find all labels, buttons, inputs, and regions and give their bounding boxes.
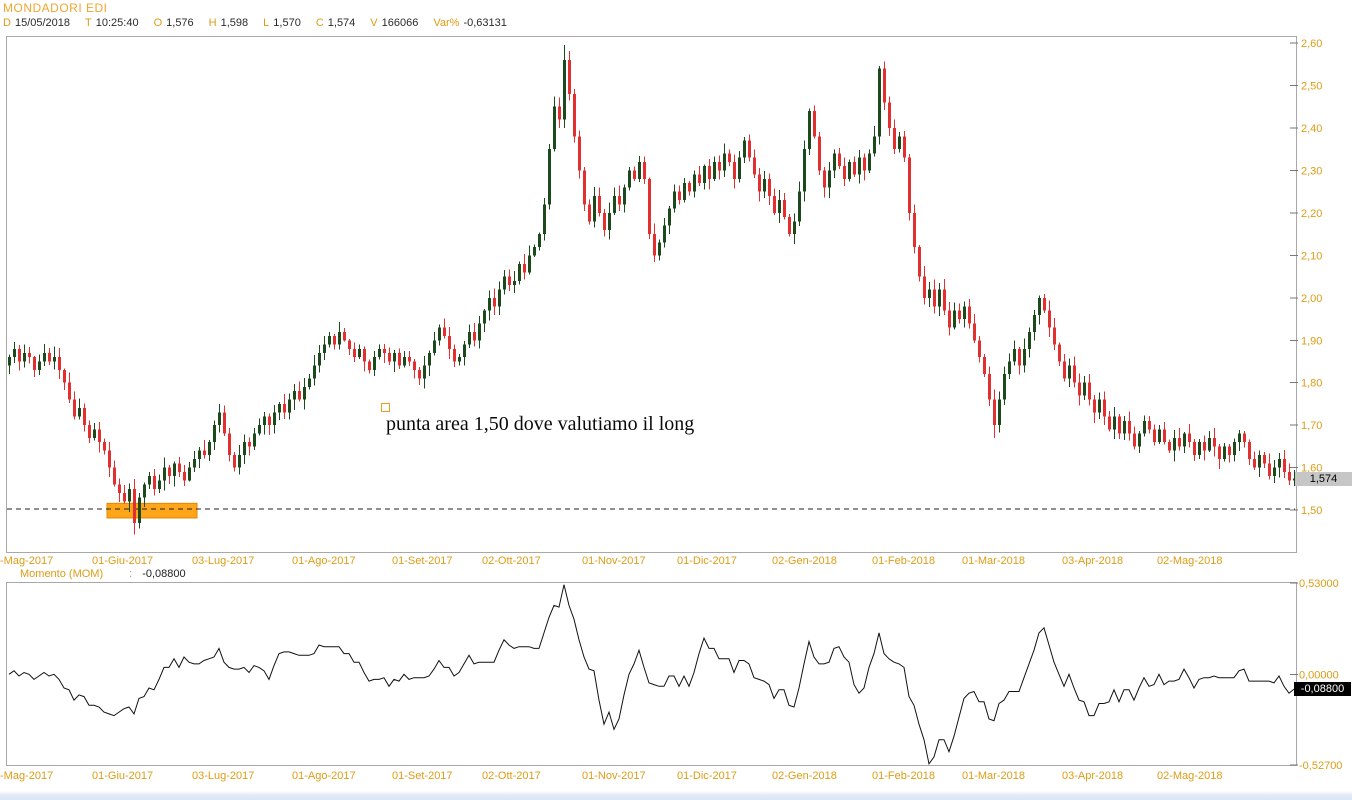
- momentum-axis-label: -0,52700: [1299, 760, 1342, 772]
- quote-high: H 1,598: [208, 17, 249, 29]
- price-axis-label: 2,00: [1301, 293, 1322, 305]
- support-area-highlight[interactable]: [106, 502, 198, 519]
- date-axis-label: 01-Giu-2017: [92, 770, 153, 782]
- momentum-line: [8, 584, 1295, 766]
- date-axis-label: 01-Dic-2017: [677, 555, 737, 567]
- date-axis-label: 01-Ago-2017: [292, 770, 356, 782]
- price-axis-label: 2,30: [1301, 165, 1322, 177]
- momentum-axis-label: 0,00000: [1299, 669, 1339, 681]
- price-axis-label: 1,60: [1301, 463, 1322, 475]
- price-axis-label: 1,70: [1301, 420, 1322, 432]
- date-axis-label: 01-Ago-2017: [292, 555, 356, 567]
- price-axis-label: 1,50: [1301, 505, 1322, 517]
- date-axis-label: 02-Ott-2017: [482, 770, 541, 782]
- candles-layer: [8, 45, 1296, 535]
- taskbar-edge: [0, 791, 1352, 800]
- last-price-marker: 1,574: [1295, 471, 1352, 486]
- momentum-current-value: -0,08800: [142, 568, 186, 580]
- quote-time: T 10:25:40: [85, 17, 139, 29]
- date-axis-label: 01-Giu-2017: [92, 555, 153, 567]
- price-axis-label: 2,20: [1301, 208, 1322, 220]
- quote-date: D 15/05/2018: [3, 17, 71, 29]
- quote-header: D 15/05/2018 T 10:25:40 O 1,576 H 1,598 L 1,5…: [3, 17, 507, 29]
- date-axis-label: 01-Feb-2018: [872, 770, 935, 782]
- date-axis-label: 02-Gen-2018: [772, 770, 837, 782]
- date-axis-label: 02-Mag-2018: [1157, 770, 1222, 782]
- annotation-square-icon[interactable]: [381, 403, 390, 413]
- date-axis-label: 01-Nov-2017: [582, 555, 646, 567]
- date-axis-label: 01-Mar-2018: [962, 555, 1025, 567]
- quote-volume: V 166066: [370, 17, 419, 29]
- date-axis-label: 03-Lug-2017: [192, 770, 254, 782]
- date-axis-label: 01-Nov-2017: [582, 770, 646, 782]
- momentum-panel-frame: [6, 582, 1297, 766]
- instrument-title: MONDADORI EDI: [3, 1, 108, 15]
- date-axis-label: 02-Gen-2018: [772, 555, 837, 567]
- price-axis-label: 1,90: [1301, 335, 1322, 347]
- date-axis-label: 01-Set-2017: [392, 555, 453, 567]
- quote-low: L 1,570: [263, 17, 301, 29]
- annotation-text[interactable]: punta area 1,50 dove valutiamo il long: [386, 413, 695, 436]
- price-axis-label: 2,40: [1301, 123, 1322, 135]
- price-axis-label: 2,60: [1301, 38, 1322, 50]
- date-axis-label: 01-Dic-2017: [677, 770, 737, 782]
- date-axis-label: 03-Apr-2018: [1062, 555, 1123, 567]
- quote-open: O 1,576: [153, 17, 194, 29]
- date-axis-label: 01-Set-2017: [392, 770, 453, 782]
- date-axis-label: -Mag-2017: [0, 770, 53, 782]
- quote-var-pct: Var% -0,63131: [433, 17, 507, 29]
- momentum-indicator-header: Momento (MOM): -0,08800: [20, 568, 186, 580]
- quote-close: C 1,574: [315, 17, 356, 29]
- date-axis-label: 02-Mag-2018: [1157, 555, 1222, 567]
- price-axis-label: 2,10: [1301, 250, 1322, 262]
- price-axis-label: 2,50: [1301, 80, 1322, 92]
- date-axis-label: 01-Feb-2018: [872, 555, 935, 567]
- date-axis-label: 03-Apr-2018: [1062, 770, 1123, 782]
- date-axis-label: 03-Lug-2017: [192, 555, 254, 567]
- momentum-value-marker: -0,08800: [1294, 682, 1351, 697]
- momentum-axis-label: 0,53000: [1299, 578, 1339, 590]
- price-axis-label: 1,80: [1301, 378, 1322, 390]
- date-axis-label: 01-Mar-2018: [962, 770, 1025, 782]
- date-axis-label: 02-Ott-2017: [482, 555, 541, 567]
- price-panel-frame: [6, 36, 1297, 553]
- date-axis-label: -Mag-2017: [0, 555, 53, 567]
